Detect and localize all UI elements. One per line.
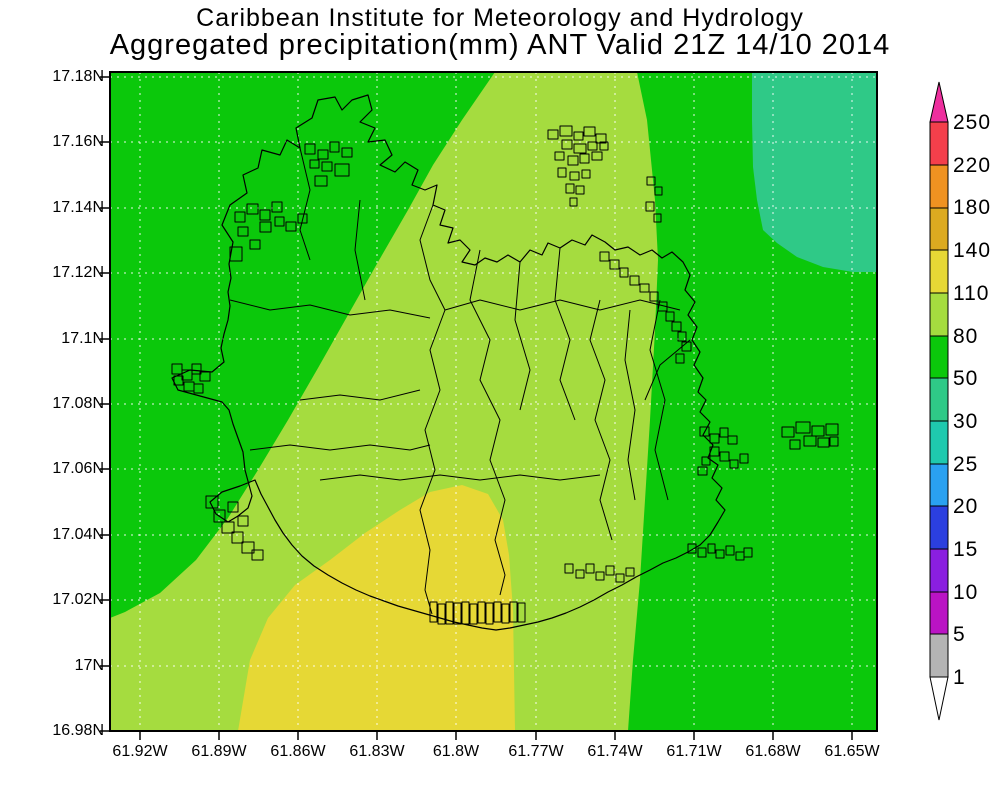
colorbar-label: 50 bbox=[953, 367, 979, 390]
colorbar-segment-10-15 bbox=[929, 548, 949, 593]
colorbar-segment-110-140 bbox=[929, 249, 949, 294]
colorbar-segment-140-180 bbox=[929, 207, 949, 251]
colorbar-label: 15 bbox=[953, 538, 979, 561]
colorbar-segment-50-80 bbox=[929, 335, 949, 379]
lat-tick-marks bbox=[100, 76, 110, 732]
institution-title: Caribbean Institute for Meteorology and … bbox=[196, 4, 804, 32]
colorbar-label: 110 bbox=[953, 282, 990, 305]
colorbar-under-arrow bbox=[929, 676, 949, 721]
colorbar-segment-80-110 bbox=[929, 292, 949, 337]
colorbar-segment-180-220 bbox=[929, 164, 949, 209]
colorbar-segment-1-5 bbox=[929, 633, 949, 678]
island-outline bbox=[171, 94, 726, 631]
lat-label: 17N bbox=[74, 657, 104, 674]
lat-label: 17.1N bbox=[61, 330, 104, 347]
lat-label: 17.16N bbox=[52, 133, 104, 150]
colorbar-segment-20-25 bbox=[929, 463, 949, 507]
contour-region-110-140 bbox=[238, 485, 515, 731]
lon-label: 61.86W bbox=[270, 743, 326, 760]
lon-label: 61.71W bbox=[666, 743, 722, 760]
contour-region-80-110 bbox=[110, 72, 658, 731]
colorbar-segment-30-50 bbox=[929, 377, 949, 422]
colorbar-label: 20 bbox=[953, 495, 979, 518]
antigua-coastline bbox=[171, 94, 839, 631]
parish-boundaries bbox=[229, 147, 691, 615]
colorbar-label: 30 bbox=[953, 410, 979, 433]
lat-label: 17.06N bbox=[52, 460, 104, 477]
plot-frame bbox=[100, 71, 878, 740]
colorbar-label: 180 bbox=[953, 196, 992, 219]
colorbar-label: 10 bbox=[953, 581, 979, 604]
colorbar-label: 140 bbox=[953, 239, 992, 262]
coastal-polygons bbox=[171, 125, 839, 625]
colorbar-over-arrow bbox=[929, 81, 949, 123]
colorbar-segment-25-30 bbox=[929, 420, 949, 465]
colorbar-label: 5 bbox=[953, 623, 966, 646]
contour-region-30-50 bbox=[752, 72, 877, 272]
lon-label: 61.65W bbox=[824, 743, 880, 760]
colorbar-label: 220 bbox=[953, 154, 992, 177]
colorbar-segment-5-10 bbox=[929, 591, 949, 635]
colorbar-segment-15-20 bbox=[929, 505, 949, 550]
lon-tick-marks bbox=[139, 731, 853, 740]
colorbar-label: 80 bbox=[953, 325, 979, 348]
lat-label: 17.02N bbox=[52, 591, 104, 608]
lat-label: 17.14N bbox=[52, 199, 104, 216]
colorbar-label: 250 bbox=[953, 111, 992, 134]
lon-label: 61.8W bbox=[432, 743, 480, 760]
map-plot bbox=[100, 71, 878, 740]
lon-label: 61.89W bbox=[191, 743, 247, 760]
contour-fill-regions bbox=[110, 72, 877, 731]
lon-label: 61.74W bbox=[587, 743, 643, 760]
lon-label: 61.92W bbox=[112, 743, 168, 760]
lon-label: 61.83W bbox=[349, 743, 405, 760]
colorbar bbox=[929, 81, 949, 721]
colorbar-label: 1 bbox=[953, 666, 966, 689]
colorbar-label: 25 bbox=[953, 453, 979, 476]
lat-label: 16.98N bbox=[52, 722, 104, 739]
lat-label: 17.18N bbox=[52, 68, 104, 85]
colorbar-segment-220-250 bbox=[929, 121, 949, 166]
lon-label: 61.77W bbox=[508, 743, 564, 760]
lon-label: 61.68W bbox=[745, 743, 801, 760]
lat-label: 17.08N bbox=[52, 395, 104, 412]
lat-label: 17.04N bbox=[52, 526, 104, 543]
lat-label: 17.12N bbox=[52, 264, 104, 281]
grid-lines bbox=[110, 72, 877, 731]
page-title: Aggregated precipitation(mm) ANT Valid 2… bbox=[109, 29, 891, 61]
